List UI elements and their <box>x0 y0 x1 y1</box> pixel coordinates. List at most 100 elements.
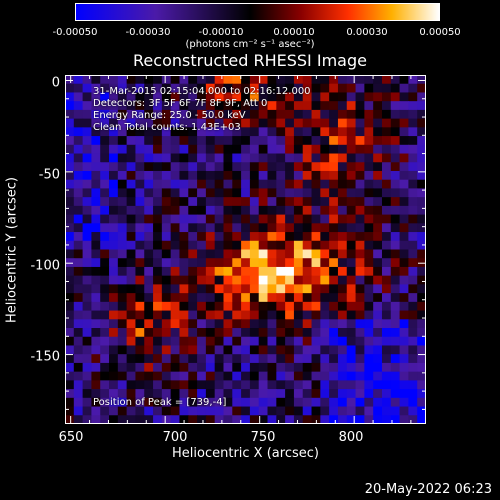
heatmap-cell <box>364 266 374 277</box>
heatmap-cell <box>285 214 295 224</box>
heatmap-cell <box>258 223 269 233</box>
heatmap-cell <box>144 118 154 128</box>
heatmap-cell <box>373 179 383 190</box>
heatmap-cell <box>408 293 418 303</box>
heatmap-cell <box>399 345 409 355</box>
heatmap-cell <box>197 266 207 277</box>
heatmap-cell <box>126 301 137 312</box>
heatmap-cell <box>205 310 216 320</box>
heatmap-cell <box>65 266 75 277</box>
heatmap-cell <box>232 293 242 303</box>
heatmap-cell <box>373 162 383 172</box>
heatmap-cell <box>364 144 374 155</box>
heatmap-cell <box>267 336 277 347</box>
heatmap-cell <box>381 397 392 408</box>
heatmap-cell <box>285 205 295 216</box>
heatmap-cell <box>65 380 75 390</box>
heatmap-cell <box>73 266 84 277</box>
heatmap-cell <box>232 380 242 390</box>
heatmap-cell <box>364 397 374 408</box>
heatmap-cell <box>329 319 339 329</box>
heatmap-cell <box>320 118 330 128</box>
heatmap-cell <box>408 153 418 163</box>
heatmap-cell <box>241 354 251 364</box>
heatmap-cell <box>144 223 154 233</box>
heatmap-cell <box>258 397 269 408</box>
heatmap-cell <box>337 188 348 198</box>
heatmap-cell <box>381 232 392 242</box>
heatmap-cell <box>276 162 286 172</box>
heatmap-cell <box>91 223 101 233</box>
heatmap-cell <box>311 223 321 233</box>
heatmap-cell <box>337 275 348 285</box>
heatmap-cell <box>82 415 93 424</box>
heatmap-cell <box>153 109 163 120</box>
heatmap-cell <box>179 397 189 408</box>
heatmap-cell <box>73 170 84 181</box>
heatmap-cell <box>337 397 348 408</box>
heatmap-cell <box>65 197 75 207</box>
heatmap-cell <box>205 232 216 242</box>
heatmap-cell <box>399 293 409 303</box>
heatmap-cell <box>197 319 207 329</box>
heatmap-cell <box>293 162 304 172</box>
heatmap-cell <box>346 275 357 285</box>
heatmap-cell <box>417 223 426 233</box>
heatmap-cell <box>381 258 392 268</box>
heatmap-cell <box>73 109 84 120</box>
heatmap-cell <box>276 118 286 128</box>
heatmap-cell <box>399 109 409 120</box>
heatmap-cell <box>417 188 426 198</box>
heatmap-cell <box>91 127 101 137</box>
heatmap-cell <box>232 249 242 259</box>
heatmap-cell <box>109 92 119 102</box>
heatmap-cell <box>65 362 75 373</box>
heatmap-cell <box>249 249 260 259</box>
heatmap-cell <box>109 397 119 408</box>
heatmap-cell <box>223 127 233 137</box>
heatmap-cell <box>117 179 128 190</box>
heatmap-cell <box>109 136 119 146</box>
heatmap-cell <box>346 214 357 224</box>
heatmap-cell <box>355 240 365 251</box>
heatmap-cell <box>135 415 145 424</box>
heatmap-cell <box>417 371 426 381</box>
heatmap-cell <box>109 127 119 137</box>
heatmap-cell <box>135 275 145 285</box>
heatmap-cell <box>179 153 189 163</box>
heatmap-cell <box>197 293 207 303</box>
heatmap-cell <box>337 301 348 312</box>
heatmap-cell <box>205 266 216 277</box>
heatmap-cell <box>100 328 110 338</box>
heatmap-cell <box>267 397 277 408</box>
heatmap-cell <box>417 284 426 294</box>
heatmap-cell <box>232 397 242 408</box>
heatmap-cell <box>417 127 426 137</box>
heatmap-cell <box>188 153 198 163</box>
heatmap-cell <box>153 336 163 347</box>
heatmap-cell <box>329 406 339 416</box>
heatmap-cell <box>258 310 269 320</box>
heatmap-cell <box>170 328 181 338</box>
heatmap-cell <box>153 92 163 102</box>
heatmap-cell <box>276 284 286 294</box>
heatmap-cell <box>153 371 163 381</box>
heatmap-cell <box>241 153 251 163</box>
heatmap-cell <box>364 362 374 373</box>
heatmap-cell <box>223 75 233 85</box>
heatmap-cell <box>170 162 181 172</box>
heatmap-cell <box>161 179 172 190</box>
heatmap-cell <box>311 406 321 416</box>
heatmap-cell <box>329 162 339 172</box>
heatmap-cell <box>82 319 93 329</box>
heatmap-cell <box>364 258 374 268</box>
heatmap-cell <box>100 197 110 207</box>
heatmap-cell <box>408 284 418 294</box>
heatmap-cell <box>390 249 401 259</box>
heatmap-cell <box>267 293 277 303</box>
heatmap-cell <box>223 328 233 338</box>
heatmap-cell <box>390 197 401 207</box>
heatmap-cell <box>408 319 418 329</box>
heatmap-cell <box>214 136 225 146</box>
heatmap-cell <box>223 319 233 329</box>
